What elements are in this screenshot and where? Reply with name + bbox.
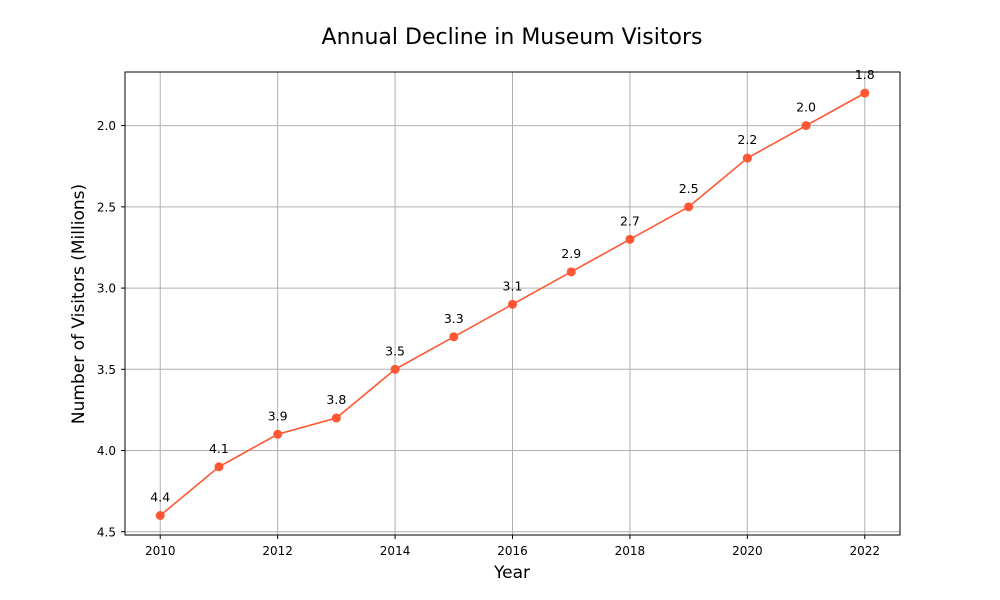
data-label: 2.9: [561, 246, 581, 261]
data-label: 4.4: [150, 490, 170, 505]
x-tick-label: 2012: [262, 544, 293, 558]
data-label: 2.2: [737, 132, 757, 147]
data-point: [508, 299, 517, 309]
data-label: 4.1: [209, 441, 229, 456]
data-point: [155, 511, 165, 521]
data-point: [566, 267, 576, 277]
y-tick-label: 2.5: [97, 200, 116, 214]
data-point: [214, 462, 224, 472]
y-tick-label: 4.5: [97, 525, 116, 539]
series-layer: 4.4 4.1 3.9 3.8 3.5 3.3 3.1 2.9 2.7 2.5 2.2 2.0 1.8: [150, 67, 875, 521]
data-label: 3.3: [444, 311, 464, 326]
x-tick-label: 2010: [145, 544, 176, 558]
x-tick-label: 2016: [497, 544, 528, 558]
data-point: [742, 153, 752, 163]
data-label: 2.5: [679, 181, 699, 196]
data-label: 3.5: [385, 343, 405, 358]
chart-title: Annual Decline in Museum Visitors: [322, 25, 703, 50]
data-point: [273, 429, 283, 439]
data-point: [331, 413, 341, 423]
data-point: [860, 88, 870, 98]
y-tick-label: 2.0: [97, 119, 116, 133]
data-point: [390, 364, 400, 374]
data-point: [684, 202, 694, 212]
data-label: 3.8: [326, 392, 346, 407]
y-tick-label: 3.0: [97, 282, 116, 296]
data-label: 3.9: [268, 408, 288, 423]
data-point: [625, 234, 635, 244]
tick-layer: 2010 2012 2014 2016 2018 2020 2022 2.0 2.5 3.0 3.5…: [97, 119, 880, 558]
x-tick-label: 2020: [732, 544, 763, 558]
y-tick-label: 3.5: [97, 363, 116, 377]
x-tick-label: 2022: [849, 544, 880, 558]
data-label: 3.1: [503, 278, 523, 293]
y-tick-label: 4.0: [97, 444, 116, 458]
data-label: 2.0: [796, 100, 816, 115]
x-axis-label: Year: [493, 563, 530, 583]
data-label: 1.8: [855, 67, 875, 82]
x-tick-label: 2018: [615, 544, 646, 558]
grid-layer: [125, 72, 900, 535]
data-point: [449, 332, 459, 342]
x-tick-label: 2014: [380, 544, 411, 558]
data-label: 2.7: [620, 213, 640, 228]
data-point: [801, 121, 811, 131]
y-axis-label: Number of Visitors (Millions): [69, 184, 89, 424]
